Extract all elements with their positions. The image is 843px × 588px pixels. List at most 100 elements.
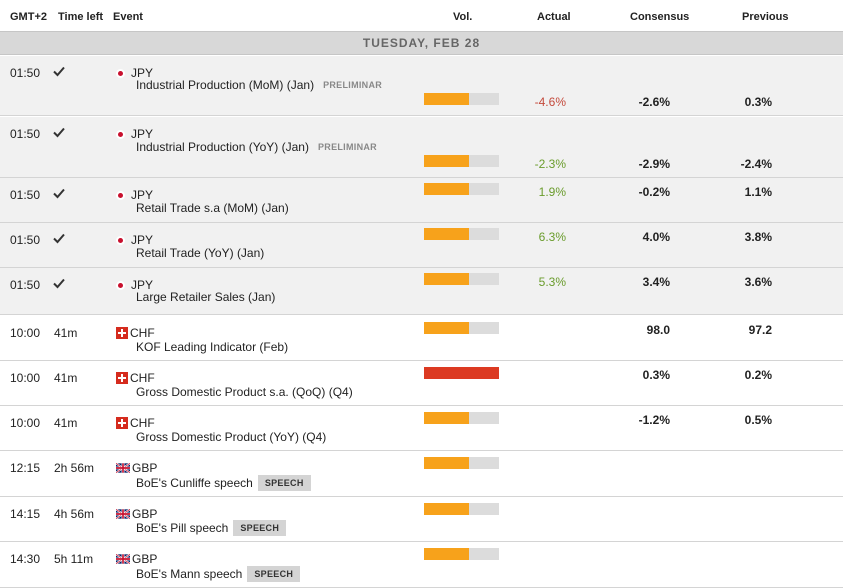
actual-value: -4.6% bbox=[534, 95, 566, 109]
currency: CHF bbox=[116, 371, 155, 385]
event-title[interactable]: Large Retailer Sales (Jan) bbox=[136, 290, 276, 304]
table-row[interactable]: 14:30 5h 11m GBP BoE's Mann speech SPEECH bbox=[0, 542, 843, 588]
gb-flag-icon bbox=[116, 509, 130, 519]
currency: JPY bbox=[116, 66, 153, 80]
volatility-bar bbox=[424, 228, 499, 240]
table-row[interactable]: 01:50 JPY Retail Trade (YoY) (Jan) 6.3% 4.0%… bbox=[0, 223, 843, 268]
event-title-group[interactable]: Industrial Production (YoY) (Jan) PRELIMI… bbox=[136, 140, 377, 154]
event-title[interactable]: BoE's Pill speech bbox=[136, 521, 229, 535]
actual-value: -2.3% bbox=[534, 157, 566, 171]
currency-code: JPY bbox=[131, 233, 154, 247]
previous-value: 3.6% bbox=[744, 275, 772, 289]
preliminary-tag: PRELIMINAR bbox=[323, 80, 383, 90]
currency: JPY bbox=[116, 233, 153, 247]
table-row[interactable]: 01:50 JPY Retail Trade s.a (MoM) (Jan) 1.9%… bbox=[0, 178, 843, 223]
event-title[interactable]: Industrial Production (MoM) (Jan) bbox=[136, 78, 315, 92]
table-row[interactable]: 01:50 JPY Industrial Production (MoM) (Jan… bbox=[0, 56, 843, 116]
currency: GBP bbox=[116, 552, 157, 566]
event-time: 14:15 bbox=[10, 507, 41, 521]
consensus-value: 4.0% bbox=[642, 230, 670, 244]
event-title[interactable]: Industrial Production (YoY) (Jan) bbox=[136, 140, 309, 154]
actual-value: 1.9% bbox=[538, 185, 566, 199]
volatility-fill bbox=[424, 93, 469, 105]
event-time: 12:15 bbox=[10, 461, 41, 475]
timezone-header[interactable]: GMT+2 bbox=[10, 11, 47, 23]
volatility-bar bbox=[424, 457, 499, 469]
consensus-value: -2.6% bbox=[638, 95, 670, 109]
table-row[interactable]: 10:00 41m CHF Gross Domestic Product s.a. (… bbox=[0, 361, 843, 406]
jp-flag-icon bbox=[116, 68, 125, 78]
currency-code: GBP bbox=[132, 507, 158, 521]
currency-code: GBP bbox=[132, 552, 158, 566]
speech-badge: SPEECH bbox=[257, 475, 311, 491]
volatility-bar bbox=[424, 273, 499, 285]
event-title[interactable]: Retail Trade (YoY) (Jan) bbox=[136, 246, 265, 260]
table-row[interactable]: 01:50 JPY Large Retailer Sales (Jan) 5.3% 3.… bbox=[0, 268, 843, 315]
table-row[interactable]: 12:15 2h 56m GBP BoE's Cunliffe speech SPEEC… bbox=[0, 451, 843, 497]
preliminary-tag: PRELIMINAR bbox=[317, 142, 377, 152]
event-title[interactable]: Gross Domestic Product (YoY) (Q4) bbox=[136, 430, 327, 444]
check-icon bbox=[53, 66, 65, 77]
event-title[interactable]: Gross Domestic Product s.a. (QoQ) (Q4) bbox=[136, 385, 353, 399]
volatility-fill bbox=[424, 457, 469, 469]
table-row[interactable]: 10:00 41m CHF KOF Leading Indicator (Feb) 98… bbox=[0, 316, 843, 361]
jp-flag-icon bbox=[116, 190, 125, 200]
consensus-value: 3.4% bbox=[642, 275, 670, 289]
ch-flag-icon bbox=[116, 372, 128, 384]
currency-code: CHF bbox=[130, 326, 155, 340]
event-title[interactable]: Retail Trade s.a (MoM) (Jan) bbox=[136, 201, 289, 215]
event-title-group[interactable]: BoE's Pill speech SPEECH bbox=[136, 520, 287, 536]
event-title[interactable]: KOF Leading Indicator (Feb) bbox=[136, 340, 289, 354]
event-title-group[interactable]: Gross Domestic Product s.a. (QoQ) (Q4) bbox=[136, 385, 353, 399]
table-row[interactable]: 01:50 JPY Industrial Production (YoY) (Jan… bbox=[0, 117, 843, 178]
currency: GBP bbox=[116, 507, 157, 521]
event-title-group[interactable]: BoE's Cunliffe speech SPEECH bbox=[136, 475, 311, 491]
previous-value: 0.5% bbox=[744, 413, 772, 427]
volatility-bar bbox=[424, 93, 499, 105]
consensus-value: -0.2% bbox=[638, 185, 670, 199]
currency-code: CHF bbox=[130, 416, 155, 430]
volatility-bar bbox=[424, 183, 499, 195]
volatility-bar bbox=[424, 155, 499, 167]
currency: GBP bbox=[116, 461, 157, 475]
volatility-fill bbox=[424, 412, 469, 424]
volatility-fill bbox=[424, 155, 469, 167]
currency: CHF bbox=[116, 416, 155, 430]
check-icon bbox=[53, 188, 65, 199]
table-row[interactable]: 10:00 41m CHF Gross Domestic Product (YoY) … bbox=[0, 406, 843, 451]
event-title[interactable]: BoE's Mann speech bbox=[136, 567, 243, 581]
currency-code: JPY bbox=[131, 188, 154, 202]
volatility-fill bbox=[424, 228, 469, 240]
consensus-value: -2.9% bbox=[638, 157, 670, 171]
event-title[interactable]: BoE's Cunliffe speech bbox=[136, 476, 253, 490]
check-icon bbox=[53, 127, 65, 138]
event-header: Event bbox=[113, 11, 143, 23]
event-time: 01:50 bbox=[10, 278, 41, 292]
volatility-bar bbox=[424, 503, 499, 515]
event-title-group[interactable]: Retail Trade (YoY) (Jan) bbox=[136, 246, 264, 260]
event-title-group[interactable]: BoE's Mann speech SPEECH bbox=[136, 566, 301, 582]
volume-header: Vol. bbox=[453, 11, 473, 23]
speech-badge: SPEECH bbox=[247, 566, 301, 582]
previous-header: Previous bbox=[742, 11, 789, 23]
actual-header: Actual bbox=[537, 11, 571, 23]
volatility-bar bbox=[424, 412, 499, 424]
actual-value: 6.3% bbox=[538, 230, 566, 244]
jp-flag-icon bbox=[116, 129, 125, 139]
table-row[interactable]: 14:15 4h 56m GBP BoE's Pill speech SPEECH bbox=[0, 497, 843, 542]
ch-flag-icon bbox=[116, 417, 128, 429]
currency-code: CHF bbox=[130, 371, 155, 385]
event-title-group[interactable]: Industrial Production (MoM) (Jan) PRELIMI… bbox=[136, 78, 382, 92]
event-title-group[interactable]: Retail Trade s.a (MoM) (Jan) bbox=[136, 201, 289, 215]
consensus-header: Consensus bbox=[630, 11, 690, 23]
event-title-group[interactable]: Gross Domestic Product (YoY) (Q4) bbox=[136, 430, 326, 444]
event-title-group[interactable]: Large Retailer Sales (Jan) bbox=[136, 290, 275, 304]
event-title-group[interactable]: KOF Leading Indicator (Feb) bbox=[136, 340, 288, 354]
day-separator: TUESDAY, FEB 28 bbox=[0, 31, 843, 55]
time-left: 4h 56m bbox=[54, 507, 95, 521]
check-icon bbox=[53, 278, 65, 289]
currency: JPY bbox=[116, 278, 153, 292]
volatility-fill bbox=[424, 548, 469, 560]
volatility-fill bbox=[424, 322, 469, 334]
event-time: 14:30 bbox=[10, 552, 41, 566]
